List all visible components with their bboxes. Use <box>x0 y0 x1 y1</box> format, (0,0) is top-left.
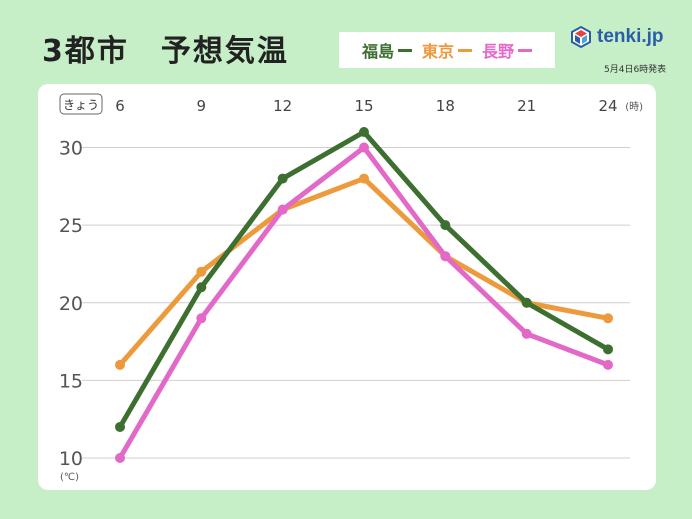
x-tick-label: 18 <box>436 97 455 115</box>
data-point-nagano <box>603 359 613 370</box>
y-tick-label: 20 <box>59 293 83 315</box>
x-tick-label: 12 <box>273 97 292 115</box>
day-label-box <box>59 93 103 115</box>
legend-swatch-nagano <box>518 48 533 52</box>
data-point-nagano <box>277 204 288 215</box>
data-point-fukushima <box>196 282 207 293</box>
y-tick-label: 15 <box>59 370 83 392</box>
legend-label-tokyo: 東京 <box>421 42 454 61</box>
issued-date: 5月4日6時発表 <box>604 65 667 75</box>
x-tick-label: 15 <box>354 97 373 115</box>
data-point-tokyo <box>196 266 207 277</box>
y-tick-label: 10 <box>59 448 83 470</box>
y-tick-label: 25 <box>59 215 83 237</box>
legend-swatch-fukushima <box>397 48 412 52</box>
series-nagano <box>115 142 613 463</box>
tenki-cube-icon <box>571 26 591 48</box>
day-label: きょう <box>63 98 99 112</box>
x-tick-label: 24 <box>598 97 617 115</box>
data-point-nagano <box>440 251 451 262</box>
data-point-fukushima <box>440 220 451 231</box>
legend: 福島 東京 長野 <box>339 32 555 68</box>
x-tick-label: 9 <box>197 97 207 115</box>
brand-name: tenki.jp <box>597 26 664 47</box>
data-point-fukushima <box>115 421 125 432</box>
data-point-fukushima <box>603 344 613 355</box>
data-point-fukushima <box>277 173 288 184</box>
legend-item-tokyo: 東京 <box>422 38 472 62</box>
y-tick-label: 30 <box>59 138 83 160</box>
y-unit-label: (℃) <box>60 472 79 483</box>
legend-item-fukushima: 福島 <box>362 38 412 62</box>
chart-title: 3都市 予想気温 <box>42 34 289 69</box>
x-tick-label: 21 <box>517 97 536 115</box>
chart-panel: きょう 6 9 12 15 18 21 24 10 15 20 25 30 (時) (℃) <box>38 84 656 490</box>
data-point-tokyo <box>359 173 369 184</box>
legend-item-nagano: 長野 <box>482 38 533 62</box>
temperature-chart: きょう 6 9 12 15 18 21 24 10 15 20 25 30 (時) (℃) <box>59 93 643 483</box>
data-point-nagano <box>196 313 207 324</box>
data-point-fukushima <box>359 127 369 137</box>
legend-label-nagano: 長野 <box>482 42 515 61</box>
x-unit-label: (時) <box>625 101 643 113</box>
legend-label-fukushima: 福島 <box>361 42 394 61</box>
data-point-nagano <box>359 142 369 153</box>
legend-swatch-tokyo <box>458 48 472 52</box>
series-fukushima <box>115 127 613 432</box>
data-point-tokyo <box>115 359 125 370</box>
data-point-tokyo <box>603 313 613 324</box>
x-tick-label: 6 <box>115 97 125 115</box>
data-point-nagano <box>115 453 125 463</box>
data-point-fukushima <box>521 297 532 308</box>
data-point-nagano <box>521 328 532 339</box>
brand-logo: tenki.jp <box>570 26 664 48</box>
